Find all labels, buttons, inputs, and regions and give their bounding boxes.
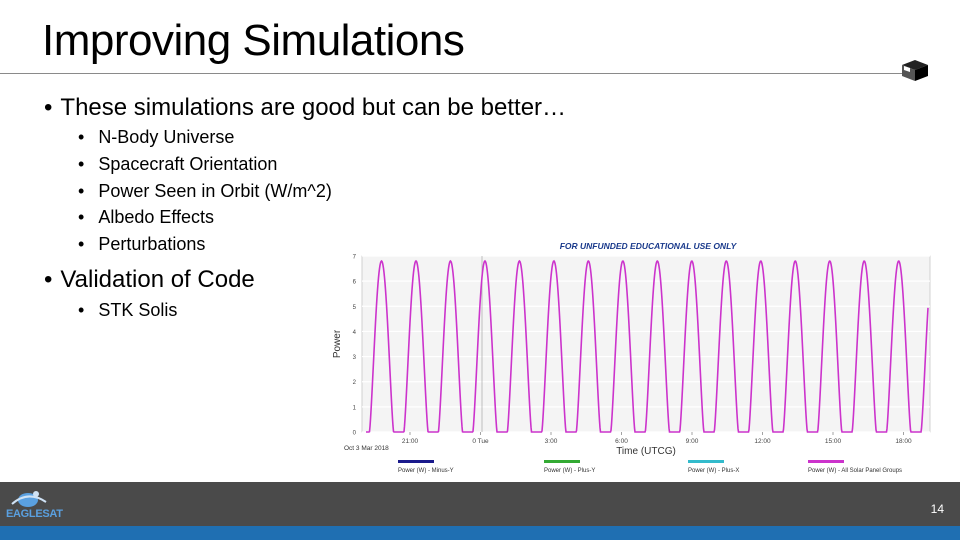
- sub-bullet: • Power Seen in Orbit (W/m^2): [78, 181, 332, 201]
- legend-entry: Power (W) - All Solar Panel Groups: [808, 468, 902, 474]
- y-tick-label: 3: [353, 355, 357, 361]
- start-date-label: Oct 3 Mar 2018: [344, 445, 389, 452]
- sub-bullet: • Spacecraft Orientation: [78, 154, 278, 174]
- power-chart-svg: FOR UNFUNDED EDUCATIONAL USE ONLY 0 1 2 3 4 5…: [332, 241, 931, 474]
- legend-swatch: [544, 460, 580, 463]
- x-tick-label: 6:00: [615, 438, 628, 445]
- sub-bullet: • Perturbations: [78, 234, 206, 254]
- bullet-2: • Validation of Code: [44, 266, 255, 293]
- series-line-all-solar-panel-groups: [366, 259, 929, 433]
- sub-bullet-text: STK Solis: [98, 300, 178, 320]
- sub-bullet-text: Perturbations: [98, 234, 206, 254]
- plot-area: [361, 255, 931, 433]
- bullet-1: • These simulations are good but can be …: [44, 94, 567, 121]
- x-tick-label: 3:00: [545, 438, 558, 445]
- sub-bullet-text: N-Body Universe: [98, 127, 235, 147]
- x-tick-label: 9:00: [686, 438, 699, 445]
- y-tick-label: 5: [353, 305, 357, 311]
- eaglesat-logo-icon: [11, 491, 47, 507]
- y-tick-label: 0: [353, 431, 357, 437]
- legend-swatch: [398, 460, 434, 463]
- sub-bullet-text: Albedo Effects: [98, 207, 215, 227]
- x-tick-label: 21:00: [402, 438, 419, 445]
- slide-title: Improving Simulations: [42, 16, 465, 65]
- x-tick-label: 0 Tue: [472, 438, 489, 445]
- legend-swatch: [688, 460, 724, 463]
- title-divider: [0, 73, 902, 74]
- sub-bullet: • STK Solis: [78, 300, 178, 320]
- y-tick-label: 4: [353, 330, 357, 336]
- sub-bullet: • Albedo Effects: [78, 207, 215, 227]
- y-tick-label: 1: [353, 405, 357, 411]
- sub-bullet-text: Spacecraft Orientation: [98, 154, 278, 174]
- power-chart: FOR UNFUNDED EDUCATIONAL USE ONLY 0 1 2 3 4 5…: [330, 236, 960, 480]
- y-tick-label: 6: [353, 280, 357, 286]
- legend-entry: Power (W) - Plus-Y: [544, 468, 595, 474]
- y-tick-label: 7: [353, 255, 357, 261]
- y-tick-label: 2: [353, 380, 357, 386]
- bullet-2-text: Validation of Code: [60, 266, 255, 293]
- footer-bar: EAGLESAT 14: [0, 482, 960, 526]
- legend-swatch: [808, 460, 844, 463]
- footer-strip: [0, 526, 960, 540]
- eaglesat-logo-text: EAGLESAT: [6, 508, 63, 520]
- chart-watermark: FOR UNFUNDED EDUCATIONAL USE ONLY: [560, 241, 738, 251]
- cube-icon: [902, 60, 928, 81]
- x-tick-label: 15:00: [825, 438, 842, 445]
- y-axis-label: Power: [332, 329, 343, 358]
- bullet-1-text: These simulations are good but can be be…: [60, 94, 567, 121]
- legend-entry: Power (W) - Plus-X: [688, 468, 739, 474]
- sub-bullet-text: Power Seen in Orbit (W/m^2): [98, 181, 332, 201]
- sub-bullet: • N-Body Universe: [78, 127, 235, 147]
- x-axis-label: Time (UTCG): [616, 446, 676, 457]
- x-tick-label: 12:00: [754, 438, 771, 445]
- page-number: 14: [930, 502, 944, 516]
- legend-entry: Power (W) - Minus-Y: [398, 468, 454, 474]
- x-tick-label: 18:00: [895, 438, 912, 445]
